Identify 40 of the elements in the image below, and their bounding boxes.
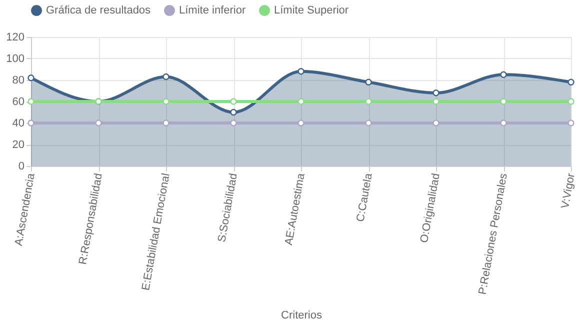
point [298, 120, 304, 126]
x-tick-label: V:Vigor [559, 172, 578, 210]
point [230, 120, 237, 126]
point [28, 98, 34, 105]
point [568, 78, 574, 86]
point [365, 120, 372, 126]
point [432, 90, 440, 96]
point [162, 120, 170, 126]
x-tick-label: E:Estabilidad Emocional [140, 172, 172, 292]
point [28, 74, 34, 82]
point [500, 98, 507, 105]
point [365, 98, 372, 105]
point [568, 120, 574, 126]
y-tick-label: 20 [12, 139, 24, 151]
point [95, 120, 102, 126]
y-tick-label: 100 [6, 53, 24, 65]
y-tick-label: 0 [18, 160, 24, 172]
y-tick-label: 80 [12, 74, 24, 86]
point [28, 120, 34, 126]
point [230, 98, 237, 105]
point [230, 108, 237, 116]
y-tick-label: 60 [12, 96, 24, 108]
x-tick-label: C:Cautela [354, 172, 376, 223]
point [162, 98, 170, 105]
point [568, 98, 574, 105]
legend-label: Límite inferior [179, 4, 246, 17]
point [432, 120, 440, 126]
y-tick-label: 40 [12, 118, 24, 130]
y-tick-label: 120 [6, 32, 24, 44]
x-tick-label: P:Relaciones Personales [476, 172, 510, 296]
x-axis-title: Criterios [281, 309, 322, 322]
point [500, 71, 507, 78]
point [365, 78, 372, 86]
point [500, 120, 507, 126]
point [298, 98, 304, 105]
point [162, 73, 170, 80]
point [298, 68, 304, 75]
legend-label: Límite Superior [274, 4, 349, 17]
legend-label: Gráfica de resultados [46, 4, 152, 17]
point [432, 98, 440, 105]
